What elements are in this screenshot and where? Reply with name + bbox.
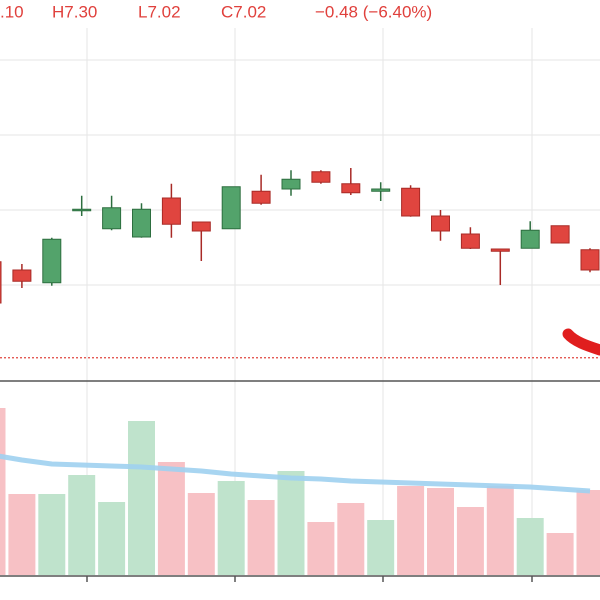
volume-bar xyxy=(8,494,36,575)
candle-body xyxy=(431,215,450,232)
volume-bar xyxy=(427,488,454,575)
candle-body xyxy=(221,186,241,230)
volume-bar xyxy=(397,486,425,575)
header-close: C7.02 xyxy=(221,2,266,21)
header-low: L7.02 xyxy=(138,2,181,21)
candle-body xyxy=(0,261,2,304)
volume-bar xyxy=(247,500,275,575)
volume-bar xyxy=(516,518,544,575)
candle-body xyxy=(251,190,271,204)
volume-bar xyxy=(38,494,66,575)
candle-body xyxy=(401,187,421,217)
volume-bar xyxy=(157,462,185,575)
plot xyxy=(0,59,600,575)
candle-body xyxy=(191,221,211,232)
volume-bar xyxy=(307,522,335,575)
volume-bar xyxy=(187,493,215,575)
header-change: −0.48 (−6.40%) xyxy=(315,2,432,21)
candle-body xyxy=(550,225,570,244)
volume-bar xyxy=(576,490,600,575)
candle-body xyxy=(72,208,92,212)
volume-bar xyxy=(128,421,155,575)
candle-body xyxy=(42,238,62,284)
header-bg xyxy=(0,0,600,28)
volume-bar xyxy=(456,507,484,575)
volume-bar xyxy=(68,475,96,575)
candle-body xyxy=(311,171,331,183)
candle-body xyxy=(12,269,32,282)
header-open: .10 xyxy=(0,2,24,21)
candle-body xyxy=(520,229,540,249)
header-high: H7.30 xyxy=(52,2,97,21)
time-ticks xyxy=(86,576,533,582)
candle-body xyxy=(341,183,361,194)
volume-bar xyxy=(98,502,126,575)
candle-body xyxy=(580,249,600,271)
volume-bar xyxy=(0,408,6,575)
volume-bar xyxy=(367,520,395,575)
candle-body xyxy=(102,207,122,230)
volume-bar xyxy=(217,481,245,575)
volume-bar xyxy=(337,503,365,575)
candle-body xyxy=(371,188,391,192)
volume-bar xyxy=(546,533,574,575)
candle-body xyxy=(132,208,151,238)
volume-ma xyxy=(0,453,591,494)
candle-body xyxy=(460,233,480,249)
volume-bar xyxy=(486,486,514,575)
candle-body xyxy=(490,248,510,252)
candle-body xyxy=(161,197,181,225)
candle-body xyxy=(281,178,301,190)
volume-bar xyxy=(277,471,305,575)
drawing-stroke xyxy=(562,328,600,356)
